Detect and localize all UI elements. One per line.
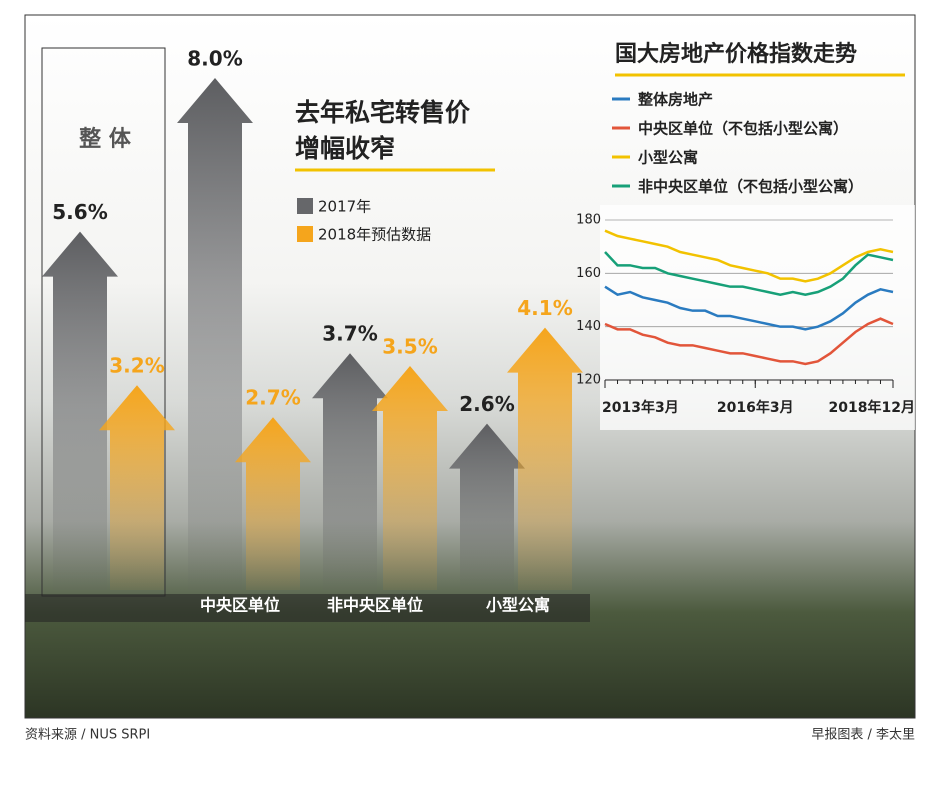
source: 资料来源 / NUS SRPI	[25, 728, 150, 743]
category-label: 整 体	[79, 126, 132, 152]
y-tick-label: 140	[576, 319, 601, 334]
arrow	[449, 423, 525, 590]
arrow	[177, 78, 253, 590]
series-line	[604, 317, 894, 366]
value-label: 3.2%	[109, 354, 164, 378]
x-tick-label: 2016年3月	[717, 399, 794, 416]
value-label: 2.7%	[245, 386, 300, 410]
y-tick-label: 120	[576, 373, 601, 388]
x-tick-label: 2013年3月	[602, 399, 679, 416]
line-title: 国大房地产价格指数走势	[615, 41, 857, 67]
y-tick-label: 160	[576, 266, 601, 281]
category-label: 非中央区单位	[327, 596, 423, 615]
category-label: 小型公寓	[486, 596, 550, 615]
value-label: 3.7%	[322, 322, 377, 346]
arrow	[99, 385, 175, 590]
legend-label: 小型公寓	[638, 149, 698, 167]
arrow	[507, 327, 583, 590]
line-panel	[600, 205, 915, 430]
value-label: 4.1%	[517, 296, 572, 320]
series-line	[604, 251, 894, 296]
series-line	[604, 285, 894, 331]
arrow	[372, 366, 448, 590]
value-label: 8.0%	[187, 47, 242, 71]
arrow	[312, 353, 388, 590]
label-strip	[25, 594, 590, 622]
legend-swatch	[297, 198, 313, 214]
series-line	[604, 229, 894, 283]
arrow	[42, 231, 118, 590]
chart-title: 去年私宅转售价	[295, 98, 471, 127]
y-tick-label: 180	[576, 213, 601, 228]
chart-title: 增幅收窄	[295, 134, 395, 163]
legend-label: 整体房地产	[638, 91, 713, 109]
value-label: 3.5%	[382, 335, 437, 359]
credit: 早报图表 / 李太里	[811, 728, 915, 743]
legend-label: 非中央区单位（不包括小型公寓）	[638, 178, 863, 196]
value-label: 2.6%	[459, 392, 514, 416]
legend-label: 中央区单位（不包括小型公寓）	[638, 120, 848, 138]
legend-label: 2018年预估数据	[318, 226, 431, 244]
category-label: 中央区单位	[200, 596, 280, 615]
value-label: 5.6%	[52, 200, 107, 224]
x-tick-label: 2018年12月	[829, 399, 915, 416]
legend-swatch	[297, 226, 313, 242]
legend-label: 2017年	[318, 198, 371, 216]
arrow	[235, 417, 311, 590]
